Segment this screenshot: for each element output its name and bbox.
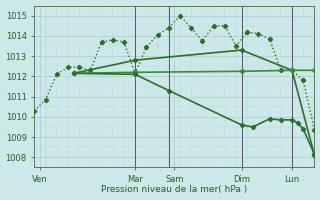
X-axis label: Pression niveau de la mer( hPa ): Pression niveau de la mer( hPa ) (101, 185, 247, 194)
